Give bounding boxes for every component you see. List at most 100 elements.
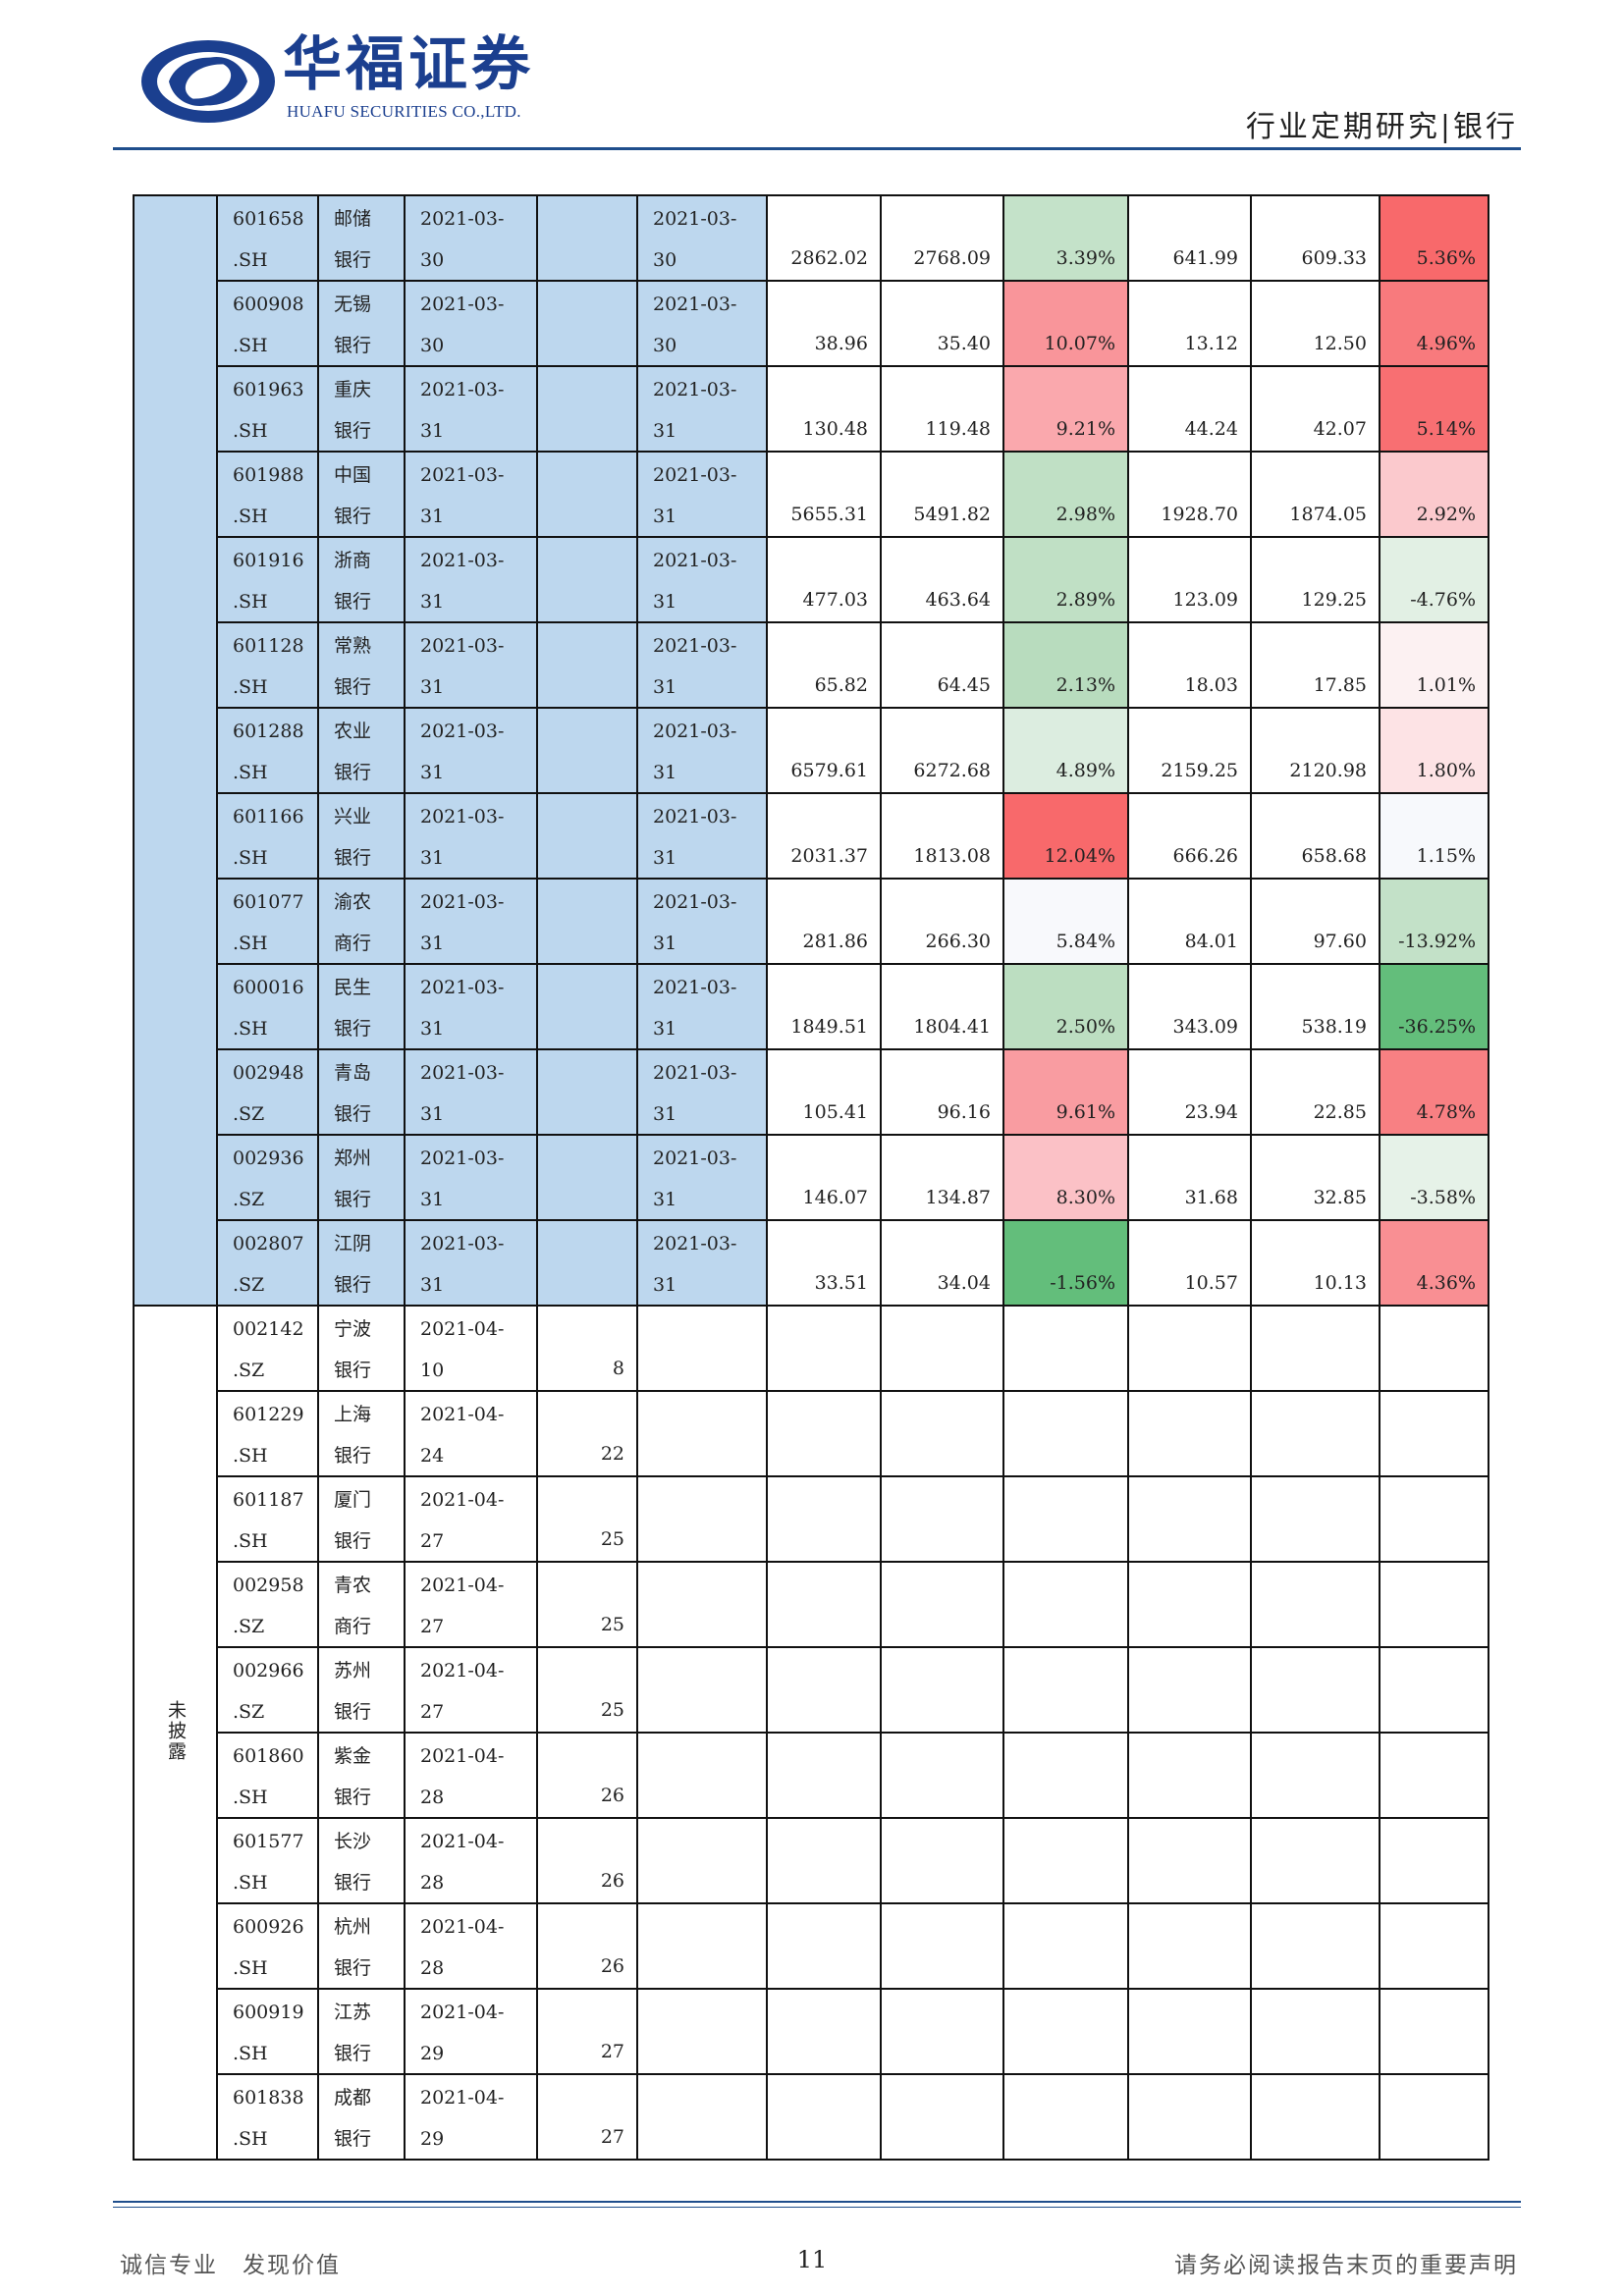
bank-name-cell: 重庆 银行: [317, 365, 406, 453]
bank-name-cell: 青农 商行: [317, 1561, 406, 1648]
value-cell: 538.19: [1250, 963, 1380, 1050]
cell-text-top: 601916: [233, 550, 304, 571]
value-cell: 1804.41: [880, 963, 1004, 1050]
cell-text-top: 2021-03-: [420, 977, 505, 998]
days-cell: 26: [536, 1732, 638, 1819]
cell-text-top: 601577: [233, 1831, 304, 1852]
actual-date-cell: 2021-03- 31: [636, 621, 768, 709]
table-row: 600919 .SH 江苏 银行 2021-04- 29 27: [134, 1988, 1489, 2075]
growth-cell: 9.61%: [1002, 1048, 1129, 1136]
disclosure-date-cell: 2021-03- 31: [404, 621, 538, 709]
empty-cell: [880, 2073, 1004, 2161]
table-row: 002936 .SZ 郑州 银行 2021-03- 31 2021-03- 31 146.07 1…: [134, 1134, 1489, 1221]
empty-cell: [636, 1475, 768, 1563]
days-cell: 25: [536, 1475, 638, 1563]
cell-text-top: 2021-03-: [420, 294, 505, 315]
disclosure-date-cell: 2021-04- 24: [404, 1390, 538, 1477]
growth-cell: 4.96%: [1379, 280, 1489, 367]
stock-code-cell: 601577 .SH: [216, 1817, 319, 1904]
cell-text-bottom: .SH: [233, 249, 268, 271]
value-cell: 2862.02: [766, 194, 882, 282]
cell-text-top: 2021-03-: [653, 891, 737, 913]
disclosure-date-cell: 2021-03- 31: [404, 536, 538, 623]
value-cell: 5655.31: [766, 451, 882, 538]
bank-name-cell: 渝农 商行: [317, 878, 406, 965]
days-cell: [536, 365, 638, 453]
empty-cell: [880, 1561, 1004, 1648]
cell-text-top: 杭州: [334, 1916, 372, 1938]
bank-name-cell: 浙商 银行: [317, 536, 406, 623]
empty-cell: [880, 1817, 1004, 1904]
table-row: 002948 .SZ 青岛 银行 2021-03- 31 2021-03- 31 105.41 9…: [134, 1048, 1489, 1136]
category-label: 未披露: [165, 1699, 187, 1762]
cell-text-top: 常熟: [334, 635, 372, 657]
cell-text-bottom: 30: [653, 249, 677, 271]
cell-text-top: 苏州: [334, 1660, 372, 1682]
cell-text-bottom: 银行: [334, 506, 372, 527]
value-cell: 1928.70: [1127, 451, 1252, 538]
days-cell: 25: [536, 1561, 638, 1648]
cell-text-bottom: 31: [653, 847, 677, 869]
cell-text-bottom: 银行: [334, 1872, 372, 1894]
growth-cell: 2.89%: [1002, 536, 1129, 623]
cell-text-top: 2021-03-: [653, 635, 737, 657]
cell-text-bottom: 29: [420, 2043, 445, 2064]
table-row: 002958 .SZ 青农 商行 2021-04- 27 25: [134, 1561, 1489, 1648]
days-cell: [536, 963, 638, 1050]
page-header: 华福证券 HUAFU SECURITIES CO.,LTD. 行业定期研究|银行: [0, 0, 1624, 157]
value-cell: 1874.05: [1250, 451, 1380, 538]
cell-text-top: 成都: [334, 2087, 372, 2109]
empty-cell: [1127, 2073, 1252, 2161]
cell-text-bottom: 银行: [334, 1189, 372, 1210]
footer-slogan: 诚信专业 发现价值: [120, 2253, 341, 2278]
cell-text-bottom: .SH: [233, 2043, 268, 2064]
disclosure-date-cell: 2021-03- 31: [404, 1048, 538, 1136]
cell-text-bottom: 31: [420, 1189, 445, 1210]
cell-text-bottom: .SH: [233, 1787, 268, 1808]
growth-cell: 2.50%: [1002, 963, 1129, 1050]
cell-text-bottom: 28: [420, 1957, 445, 1979]
cell-text-bottom: 31: [653, 1018, 677, 1040]
cell-text-bottom: 30: [653, 335, 677, 356]
cell-text-top: 2021-03-: [420, 208, 505, 230]
growth-cell: -3.58%: [1379, 1134, 1489, 1221]
value-cell: 10.13: [1250, 1219, 1380, 1307]
cell-text-bottom: 银行: [334, 335, 372, 356]
empty-cell: [1127, 1305, 1252, 1392]
empty-cell: [1379, 1646, 1489, 1734]
stock-code-cell: 601229 .SH: [216, 1390, 319, 1477]
cell-text-bottom: .SH: [233, 676, 268, 698]
days-cell: [536, 194, 638, 282]
empty-cell: [636, 1988, 768, 2075]
stock-code-cell: 002966 .SZ: [216, 1646, 319, 1734]
actual-date-cell: 2021-03- 31: [636, 963, 768, 1050]
value-cell: 17.85: [1250, 621, 1380, 709]
cell-text-top: 601187: [233, 1489, 304, 1511]
value-cell: 343.09: [1127, 963, 1252, 1050]
stock-code-cell: 002936 .SZ: [216, 1134, 319, 1221]
value-cell: 6272.68: [880, 707, 1004, 794]
stock-code-cell: 601128 .SH: [216, 621, 319, 709]
cell-text-bottom: 31: [420, 1103, 445, 1125]
cell-text-top: 2021-04-: [420, 1489, 505, 1511]
bank-name-cell: 上海 银行: [317, 1390, 406, 1477]
stock-code-cell: 002142 .SZ: [216, 1305, 319, 1392]
cell-text-top: 无锡: [334, 294, 372, 315]
value-cell: 31.68: [1127, 1134, 1252, 1221]
disclosure-date-cell: 2021-03- 31: [404, 1219, 538, 1307]
growth-cell: 10.07%: [1002, 280, 1129, 367]
empty-cell: [1002, 1561, 1129, 1648]
value-cell: 119.48: [880, 365, 1004, 453]
empty-cell: [880, 1646, 1004, 1734]
cell-text-top: 厦门: [334, 1489, 372, 1511]
days-cell: [536, 621, 638, 709]
cell-text-top: 002948: [233, 1062, 304, 1084]
cell-text-top: 2021-04-: [420, 1575, 505, 1596]
actual-date-cell: 2021-03- 31: [636, 1048, 768, 1136]
value-cell: 33.51: [766, 1219, 882, 1307]
cell-text-bottom: 银行: [334, 249, 372, 271]
empty-cell: [1002, 1475, 1129, 1563]
empty-cell: [636, 2073, 768, 2161]
cell-text-top: 浙商: [334, 550, 372, 571]
bank-name-cell: 紫金 银行: [317, 1732, 406, 1819]
